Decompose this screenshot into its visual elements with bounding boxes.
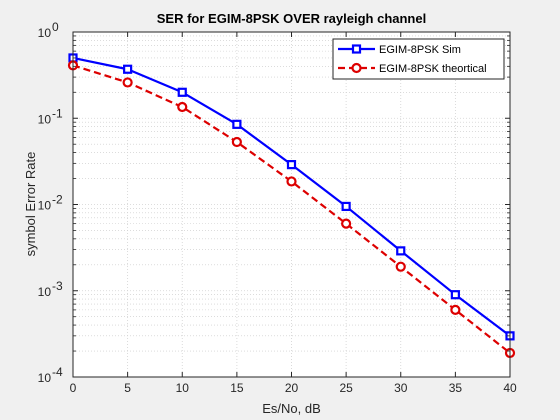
x-tick-label: 10 [176,381,190,395]
data-point [450,290,460,300]
data-point [395,261,406,272]
legend-marker-sim [351,44,362,54]
data-point [396,246,406,256]
data-point [341,218,352,229]
axis-ticks [72,31,511,378]
data-point [231,136,242,148]
x-axis-label: Es/No, dB [262,401,321,416]
data-point [122,77,133,88]
x-tick-label: 40 [503,381,517,395]
chart-title: SER for EGIM-8PSK OVER rayleigh channel [157,11,426,26]
legend-marker-theoretical [351,62,362,74]
x-tick-labels: 0 5 10 15 20 25 30 35 40 [70,381,517,395]
x-tick-label: 30 [394,381,408,395]
x-tick-label: 15 [230,381,244,395]
x-tick-label: 35 [449,381,463,395]
y-tick-exponent: -1 [52,106,63,120]
y-tick-label: 10 [38,26,52,40]
y-tick-exponent: -2 [52,193,63,207]
legend-label-sim: EGIM-8PSK Sim [379,44,461,56]
x-tick-label: 20 [285,381,299,395]
data-point [232,119,242,129]
x-tick-label: 0 [70,381,77,395]
legend-box [332,38,505,80]
data-point [177,87,187,97]
y-tick-label: 10 [38,112,52,126]
series-sim [68,53,515,341]
x-tick-label: 5 [124,381,131,395]
y-tick-label: 10 [38,371,52,385]
data-point [177,101,188,113]
data-point [450,304,461,315]
x-tick-label: 25 [339,381,353,395]
series-line [72,64,511,354]
y-axis-label: symbol Error Rate [23,152,38,257]
y-tick-label: 10 [38,199,52,213]
data-point [286,176,297,187]
legend-marker-shape [351,62,362,74]
y-tick-exponent: 0 [52,20,59,34]
legend-label-theoretical: EGIM-8PSK theortical [379,63,487,75]
minor-grid [73,35,510,352]
legend-marker-shape [351,44,362,54]
data-point [341,201,351,212]
data-point [286,160,297,170]
y-tick-exponent: -4 [52,365,63,379]
y-tick-label: 10 [38,285,52,299]
series-layer [67,53,516,359]
legend: EGIM-8PSK Sim EGIM-8PSK theortical [332,38,505,80]
data-point [123,64,133,74]
y-tick-exponent: -3 [52,279,63,293]
